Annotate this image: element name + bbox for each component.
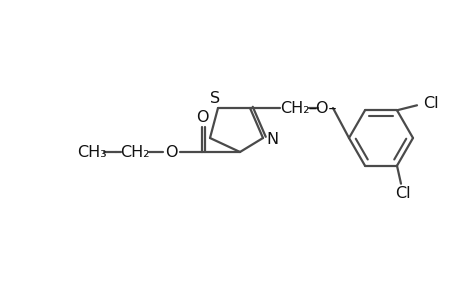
- Text: N: N: [265, 131, 277, 146]
- Text: Cl: Cl: [422, 96, 438, 111]
- Text: –O–: –O–: [308, 100, 336, 116]
- Text: O: O: [164, 145, 177, 160]
- Text: CH₃: CH₃: [77, 145, 106, 160]
- Text: CH₂: CH₂: [280, 100, 309, 116]
- Text: O: O: [196, 110, 208, 124]
- Text: CH₂: CH₂: [120, 145, 150, 160]
- Text: Cl: Cl: [394, 186, 410, 201]
- Text: S: S: [209, 91, 219, 106]
